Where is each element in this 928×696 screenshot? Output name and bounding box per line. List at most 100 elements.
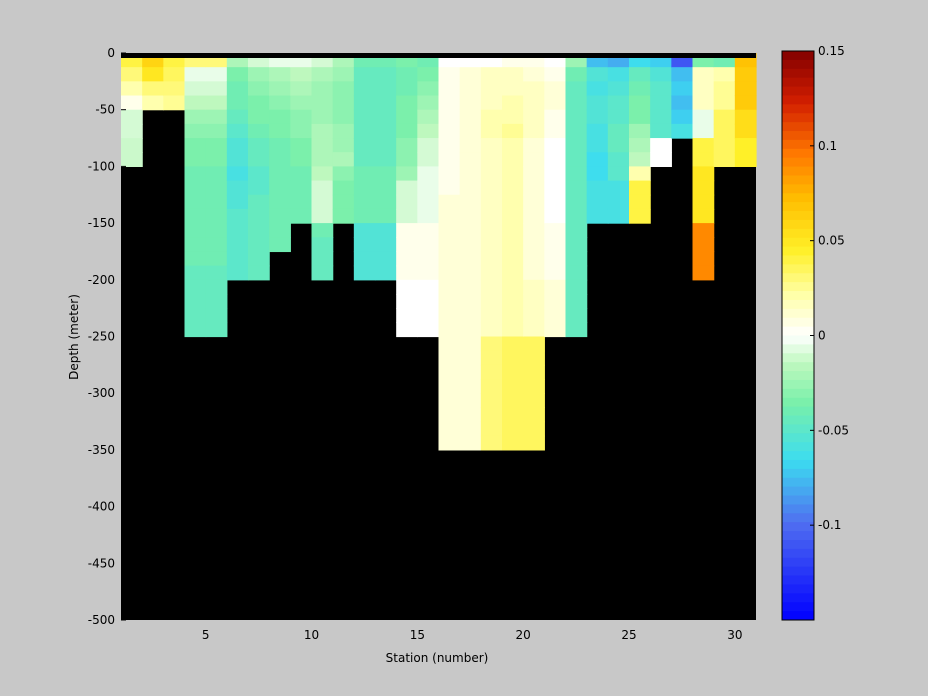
heatmap-cell: [607, 166, 630, 182]
heatmap-cell: [438, 237, 461, 253]
heatmap-cell: [438, 95, 461, 111]
heatmap-cell: [502, 435, 524, 451]
heatmap-cell: [396, 208, 418, 224]
colorbar-swatch: [782, 584, 814, 594]
heatmap-cell: [205, 308, 228, 323]
heatmap-cell: [459, 364, 482, 380]
heatmap-cell: [459, 152, 482, 167]
heatmap-cell: [480, 379, 503, 394]
heatmap-cell: [121, 123, 143, 139]
heatmap-cell: [480, 223, 503, 238]
heatmap-cell: [565, 308, 588, 323]
heatmap-cell: [163, 81, 186, 97]
heatmap-cell: [163, 95, 186, 111]
heatmap-cell: [438, 407, 461, 423]
heatmap-cell: [438, 293, 461, 309]
colorbar-swatch: [782, 51, 814, 61]
colorbar-swatch: [782, 68, 814, 79]
heatmap-cell: [480, 435, 503, 451]
heatmap-cell: [565, 237, 588, 253]
heatmap-cell: [523, 81, 545, 97]
heatmap-cell: [375, 109, 397, 125]
heatmap-cell: [480, 152, 503, 167]
heatmap-cell: [671, 95, 694, 111]
heatmap-cell: [417, 279, 440, 295]
heatmap-cell: [692, 251, 715, 267]
heatmap-cell: [607, 67, 630, 82]
x-tick-label: 25: [621, 628, 636, 642]
heatmap-cell: [438, 138, 461, 153]
heatmap-cell: [523, 138, 545, 153]
heatmap-cell: [565, 194, 588, 210]
heatmap-cell: [375, 152, 397, 167]
heatmap-cell: [226, 223, 249, 238]
heatmap-cell: [269, 223, 291, 238]
heatmap-cell: [290, 152, 313, 167]
colorbar-swatch: [782, 548, 814, 559]
heatmap-cell: [353, 251, 376, 267]
heatmap-cell: [650, 152, 672, 167]
heatmap-cell: [586, 123, 609, 139]
colorbar-swatch: [782, 308, 814, 319]
heatmap-cell: [480, 279, 503, 295]
colorbar-swatch: [782, 202, 814, 212]
heatmap-cell: [396, 194, 418, 210]
heatmap-cell: [480, 364, 503, 380]
heatmap-cell: [586, 67, 609, 82]
heatmap-cell: [480, 123, 503, 139]
heatmap-cell: [480, 308, 503, 323]
heatmap-cell: [417, 322, 440, 338]
heatmap-cell: [544, 308, 567, 323]
heatmap-cell: [480, 293, 503, 309]
colorbar-swatch: [782, 531, 814, 541]
heatmap-cell: [226, 67, 249, 82]
colorbar-swatch: [782, 388, 814, 399]
heatmap-cell: [523, 123, 545, 139]
heatmap-cell: [692, 123, 715, 139]
heatmap-cell: [502, 279, 524, 295]
heatmap-cell: [459, 407, 482, 423]
heatmap-cell: [459, 208, 482, 224]
heatmap-cell: [375, 67, 397, 82]
heatmap-cell: [269, 180, 291, 196]
heatmap-cell: [290, 166, 313, 182]
x-tick-label: 30: [727, 628, 742, 642]
heatmap-cell: [586, 109, 609, 125]
heatmap-cell: [226, 251, 249, 267]
colorbar-swatch: [782, 344, 814, 354]
heatmap-cell: [438, 166, 461, 182]
heatmap-cell: [438, 208, 461, 224]
heatmap-cell: [523, 237, 545, 253]
heatmap-cell: [121, 138, 143, 153]
heatmap-cell: [438, 180, 461, 196]
heatmap-cell: [248, 81, 270, 97]
colorbar-swatch: [782, 602, 814, 612]
heatmap-cell: [565, 223, 588, 238]
colorbar-swatch: [782, 237, 814, 248]
heatmap-cell: [353, 67, 376, 82]
heatmap-cell: [269, 194, 291, 210]
heatmap-cell: [332, 109, 355, 125]
colorbar-swatch: [782, 282, 814, 292]
heatmap-cell: [226, 237, 249, 253]
heatmap-cell: [142, 95, 164, 111]
heatmap-cell: [502, 350, 524, 366]
colorbar-swatch: [782, 219, 814, 230]
heatmap-cell: [417, 251, 440, 267]
heatmap-cell: [692, 194, 715, 210]
heatmap-cell: [459, 166, 482, 182]
heatmap-cell: [502, 308, 524, 323]
heatmap-cell: [607, 208, 630, 224]
heatmap-cell: [417, 81, 440, 97]
heatmap-cell: [502, 393, 524, 408]
heatmap-cell: [375, 95, 397, 111]
colorbar-swatch: [782, 317, 814, 328]
heatmap-cell: [248, 265, 270, 281]
heatmap-cell: [629, 208, 651, 224]
heatmap-cell: [650, 138, 672, 153]
heatmap-cell: [438, 81, 461, 97]
colorbar-swatch: [782, 566, 814, 577]
heatmap-cell: [205, 95, 228, 111]
heatmap-cell: [586, 152, 609, 167]
heatmap-cell: [459, 336, 482, 352]
